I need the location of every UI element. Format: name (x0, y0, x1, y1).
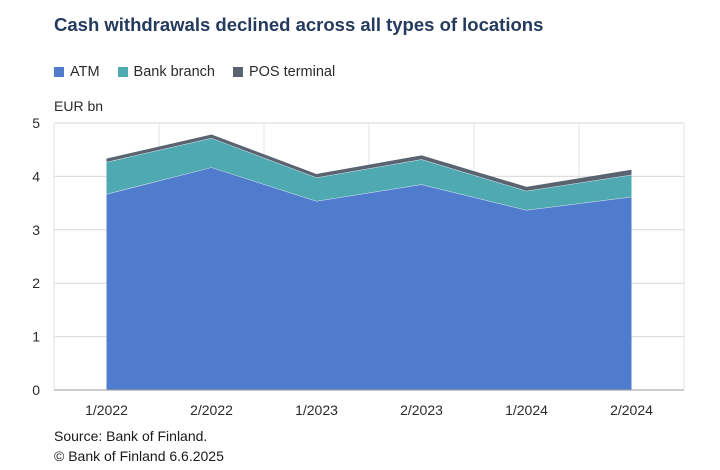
legend-swatch-bank-branch (117, 67, 128, 77)
chart-footer: Source: Bank of Finland. © Bank of Finla… (54, 426, 224, 466)
x-tick-label: 2/2024 (610, 402, 653, 418)
x-tick-label: 1/2024 (505, 402, 548, 418)
legend-label-pos-terminal: POS terminal (248, 64, 336, 80)
legend-label-bank-branch: Bank branch (133, 64, 215, 80)
y-tick-label: 5 (32, 115, 40, 131)
y-axis-unit-label: EUR bn (54, 98, 104, 114)
legend-swatch-pos-terminal (232, 67, 243, 77)
legend-label-atm: ATM (70, 64, 100, 80)
copyright-note: © Bank of Finland 6.6.2025 (54, 448, 224, 464)
x-tick-label: 2/2023 (400, 402, 443, 418)
y-tick-label: 2 (32, 275, 40, 291)
area-pos-terminal-edge (106, 134, 632, 189)
x-tick-label: 2/2022 (190, 402, 233, 418)
legend-swatch-atm (54, 67, 64, 77)
y-tick-label: 4 (32, 168, 40, 184)
source-note: Source: Bank of Finland. (54, 428, 208, 444)
x-tick-label: 1/2022 (85, 402, 128, 418)
area-bank-branch (106, 137, 632, 211)
legend: ATM Bank branch POS terminal (54, 64, 335, 80)
legend-item-atm: ATM (54, 64, 100, 80)
area-atm (106, 167, 632, 390)
x-tick-label: 1/2023 (295, 402, 338, 418)
y-tick-label: 1 (32, 329, 40, 345)
legend-item-pos-terminal: POS terminal (232, 64, 336, 80)
chart-title: Cash withdrawals declined across all typ… (54, 14, 544, 35)
legend-item-bank-branch: Bank branch (117, 64, 215, 80)
y-tick-label: 3 (32, 222, 40, 238)
y-tick-label: 0 (32, 382, 40, 398)
